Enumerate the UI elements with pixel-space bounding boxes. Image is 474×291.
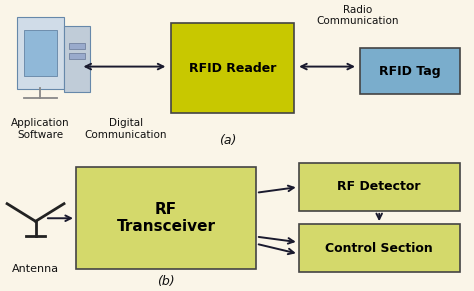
Text: Control Section: Control Section xyxy=(325,242,433,255)
Text: RF
Transceiver: RF Transceiver xyxy=(117,202,215,235)
FancyBboxPatch shape xyxy=(24,30,57,76)
Text: RFID Tag: RFID Tag xyxy=(379,65,441,78)
Text: Antenna: Antenna xyxy=(12,264,59,274)
Text: RF Detector: RF Detector xyxy=(337,180,421,194)
FancyBboxPatch shape xyxy=(299,163,460,211)
FancyBboxPatch shape xyxy=(171,23,294,113)
FancyBboxPatch shape xyxy=(360,48,460,94)
FancyBboxPatch shape xyxy=(76,167,256,269)
Text: Radio
Communication: Radio Communication xyxy=(317,5,399,26)
Text: Application
Software: Application Software xyxy=(11,118,70,140)
Text: RFID Reader: RFID Reader xyxy=(189,62,276,74)
Text: (b): (b) xyxy=(157,275,175,288)
FancyBboxPatch shape xyxy=(299,224,460,272)
Text: (a): (a) xyxy=(219,134,236,147)
Text: Digital
Communication: Digital Communication xyxy=(84,118,167,140)
FancyBboxPatch shape xyxy=(69,53,85,59)
FancyBboxPatch shape xyxy=(64,26,90,92)
FancyBboxPatch shape xyxy=(69,43,85,49)
FancyBboxPatch shape xyxy=(17,17,64,88)
